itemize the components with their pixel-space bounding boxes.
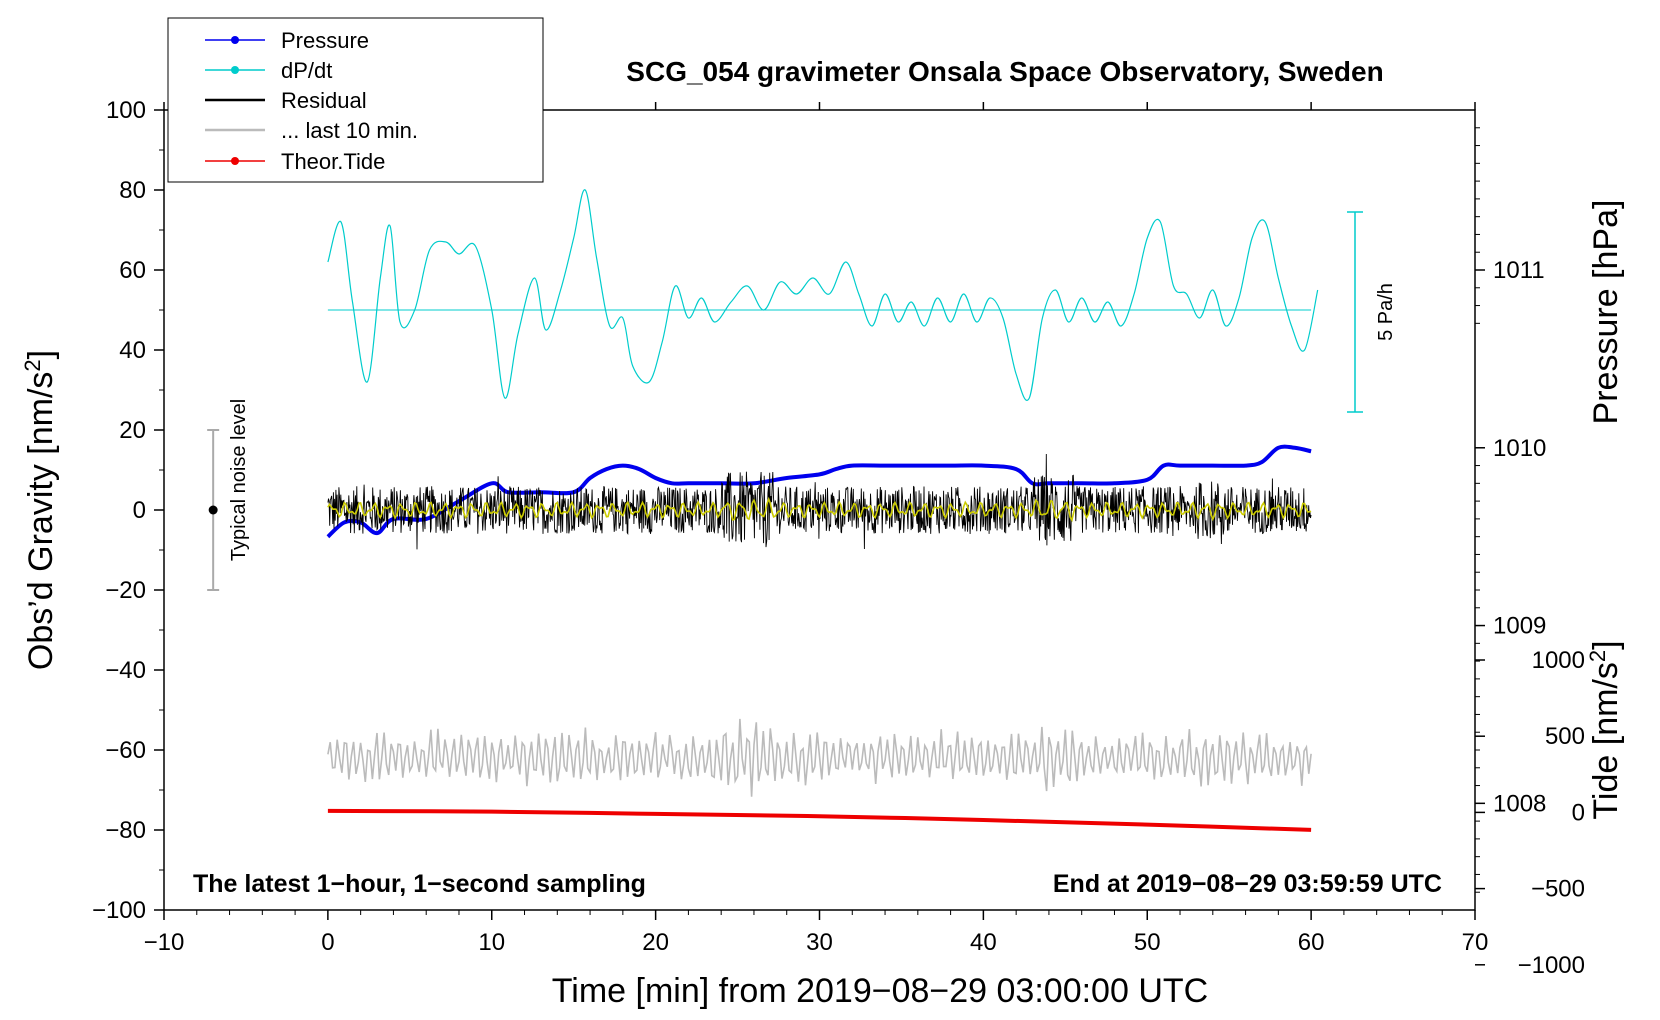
legend-residual-label: Residual	[281, 88, 367, 113]
y-axis-title-pressure: Pressure [hPa]	[1587, 200, 1625, 425]
x-tick-label: 50	[1134, 929, 1161, 956]
y-axis-title-tide-main: Tide [nm/s	[1587, 662, 1625, 819]
y-tick-label: −20	[105, 577, 146, 604]
legend-tide-label: Theor.Tide	[281, 149, 385, 174]
y-tick-label: −60	[105, 737, 146, 764]
legend-last10-label: ... last 10 min.	[281, 118, 418, 143]
legend-dpdt-label: dP/dt	[281, 58, 332, 83]
dpdt-series-line	[327, 189, 1319, 401]
y-tick-label: 0	[133, 497, 146, 524]
y-axis-title-tide-sup: 2	[1585, 650, 1610, 662]
x-tick-label: 70	[1462, 929, 1489, 956]
y-axis-title-left: Obs’d Gravity [nm/s2]	[20, 350, 60, 670]
x-tick-label: 30	[806, 929, 833, 956]
legend-pressure-marker	[231, 36, 239, 44]
tide-tick-label: 0	[1572, 799, 1585, 826]
y-axis-title-left-sup: 2	[20, 359, 45, 371]
y-axis-title-left-main: Obs’d Gravity [nm/s	[22, 372, 60, 671]
ticks-layer: −10 0 10 20 30 40 50 60 70100806040200−20−40−60−…	[92, 97, 1585, 979]
residual-smoothed-line	[327, 496, 1312, 523]
noise-level-dot	[208, 505, 218, 515]
legend-dpdt-marker	[231, 66, 239, 74]
annotation-end-time: End at 2019−08−29 03:59:59 UTC	[1053, 870, 1442, 898]
x-tick-label: 60	[1298, 929, 1325, 956]
y-tick-label: −80	[105, 817, 146, 844]
y-tick-label: −100	[92, 897, 146, 924]
pressure-series-line	[326, 444, 1312, 539]
legend-tide-marker	[231, 157, 239, 165]
dpdt-scale-label: 5 Pa/h	[1375, 283, 1397, 341]
x-tick-label: 20	[642, 929, 669, 956]
residual-series-line	[327, 453, 1312, 550]
tide-tick-label: 1000	[1532, 647, 1585, 674]
y-tick-label: 40	[119, 337, 146, 364]
pressure-tick-label: 1009	[1493, 613, 1546, 640]
x-axis-title: Time [min] from 2019−08−29 03:00:00 UTC	[552, 972, 1208, 1010]
pressure-tick-label: 1008	[1493, 790, 1546, 817]
y-tick-label: −40	[105, 657, 146, 684]
pressure-tick-label: 1010	[1493, 435, 1546, 462]
x-tick-label: 0	[321, 929, 334, 956]
x-tick-label: 10	[478, 929, 505, 956]
x-tick-label: 40	[970, 929, 997, 956]
tide-tick-label: −500	[1531, 876, 1585, 903]
y-axis-title-tide: Tide [nm/s2]	[1585, 640, 1625, 819]
legend-pressure-label: Pressure	[281, 28, 369, 53]
y-axis-title-left-end: ]	[22, 350, 60, 359]
y-tick-label: 100	[106, 97, 146, 124]
tide-series-line	[327, 808, 1312, 832]
legend: Pressure dP/dt Residual ... last 10 min.…	[167, 17, 544, 183]
y-tick-label: 20	[119, 417, 146, 444]
pressure-tick-label: 1011	[1493, 257, 1545, 284]
last10-series-line	[327, 718, 1312, 797]
annotation-sampling: The latest 1−hour, 1−second sampling	[193, 870, 646, 898]
y-tick-label: 60	[119, 257, 146, 284]
tide-tick-label: −1000	[1518, 952, 1585, 979]
data-layer	[207, 189, 1363, 832]
noise-level-label: Typical noise level	[228, 399, 250, 561]
tide-tick-label: 500	[1545, 723, 1585, 750]
y-axis-title-tide-end: ]	[1587, 640, 1625, 649]
y-tick-label: 80	[119, 177, 146, 204]
x-tick-label: −10	[144, 929, 185, 956]
chart-title: SCG_054 gravimeter Onsala Space Observat…	[626, 56, 1383, 87]
